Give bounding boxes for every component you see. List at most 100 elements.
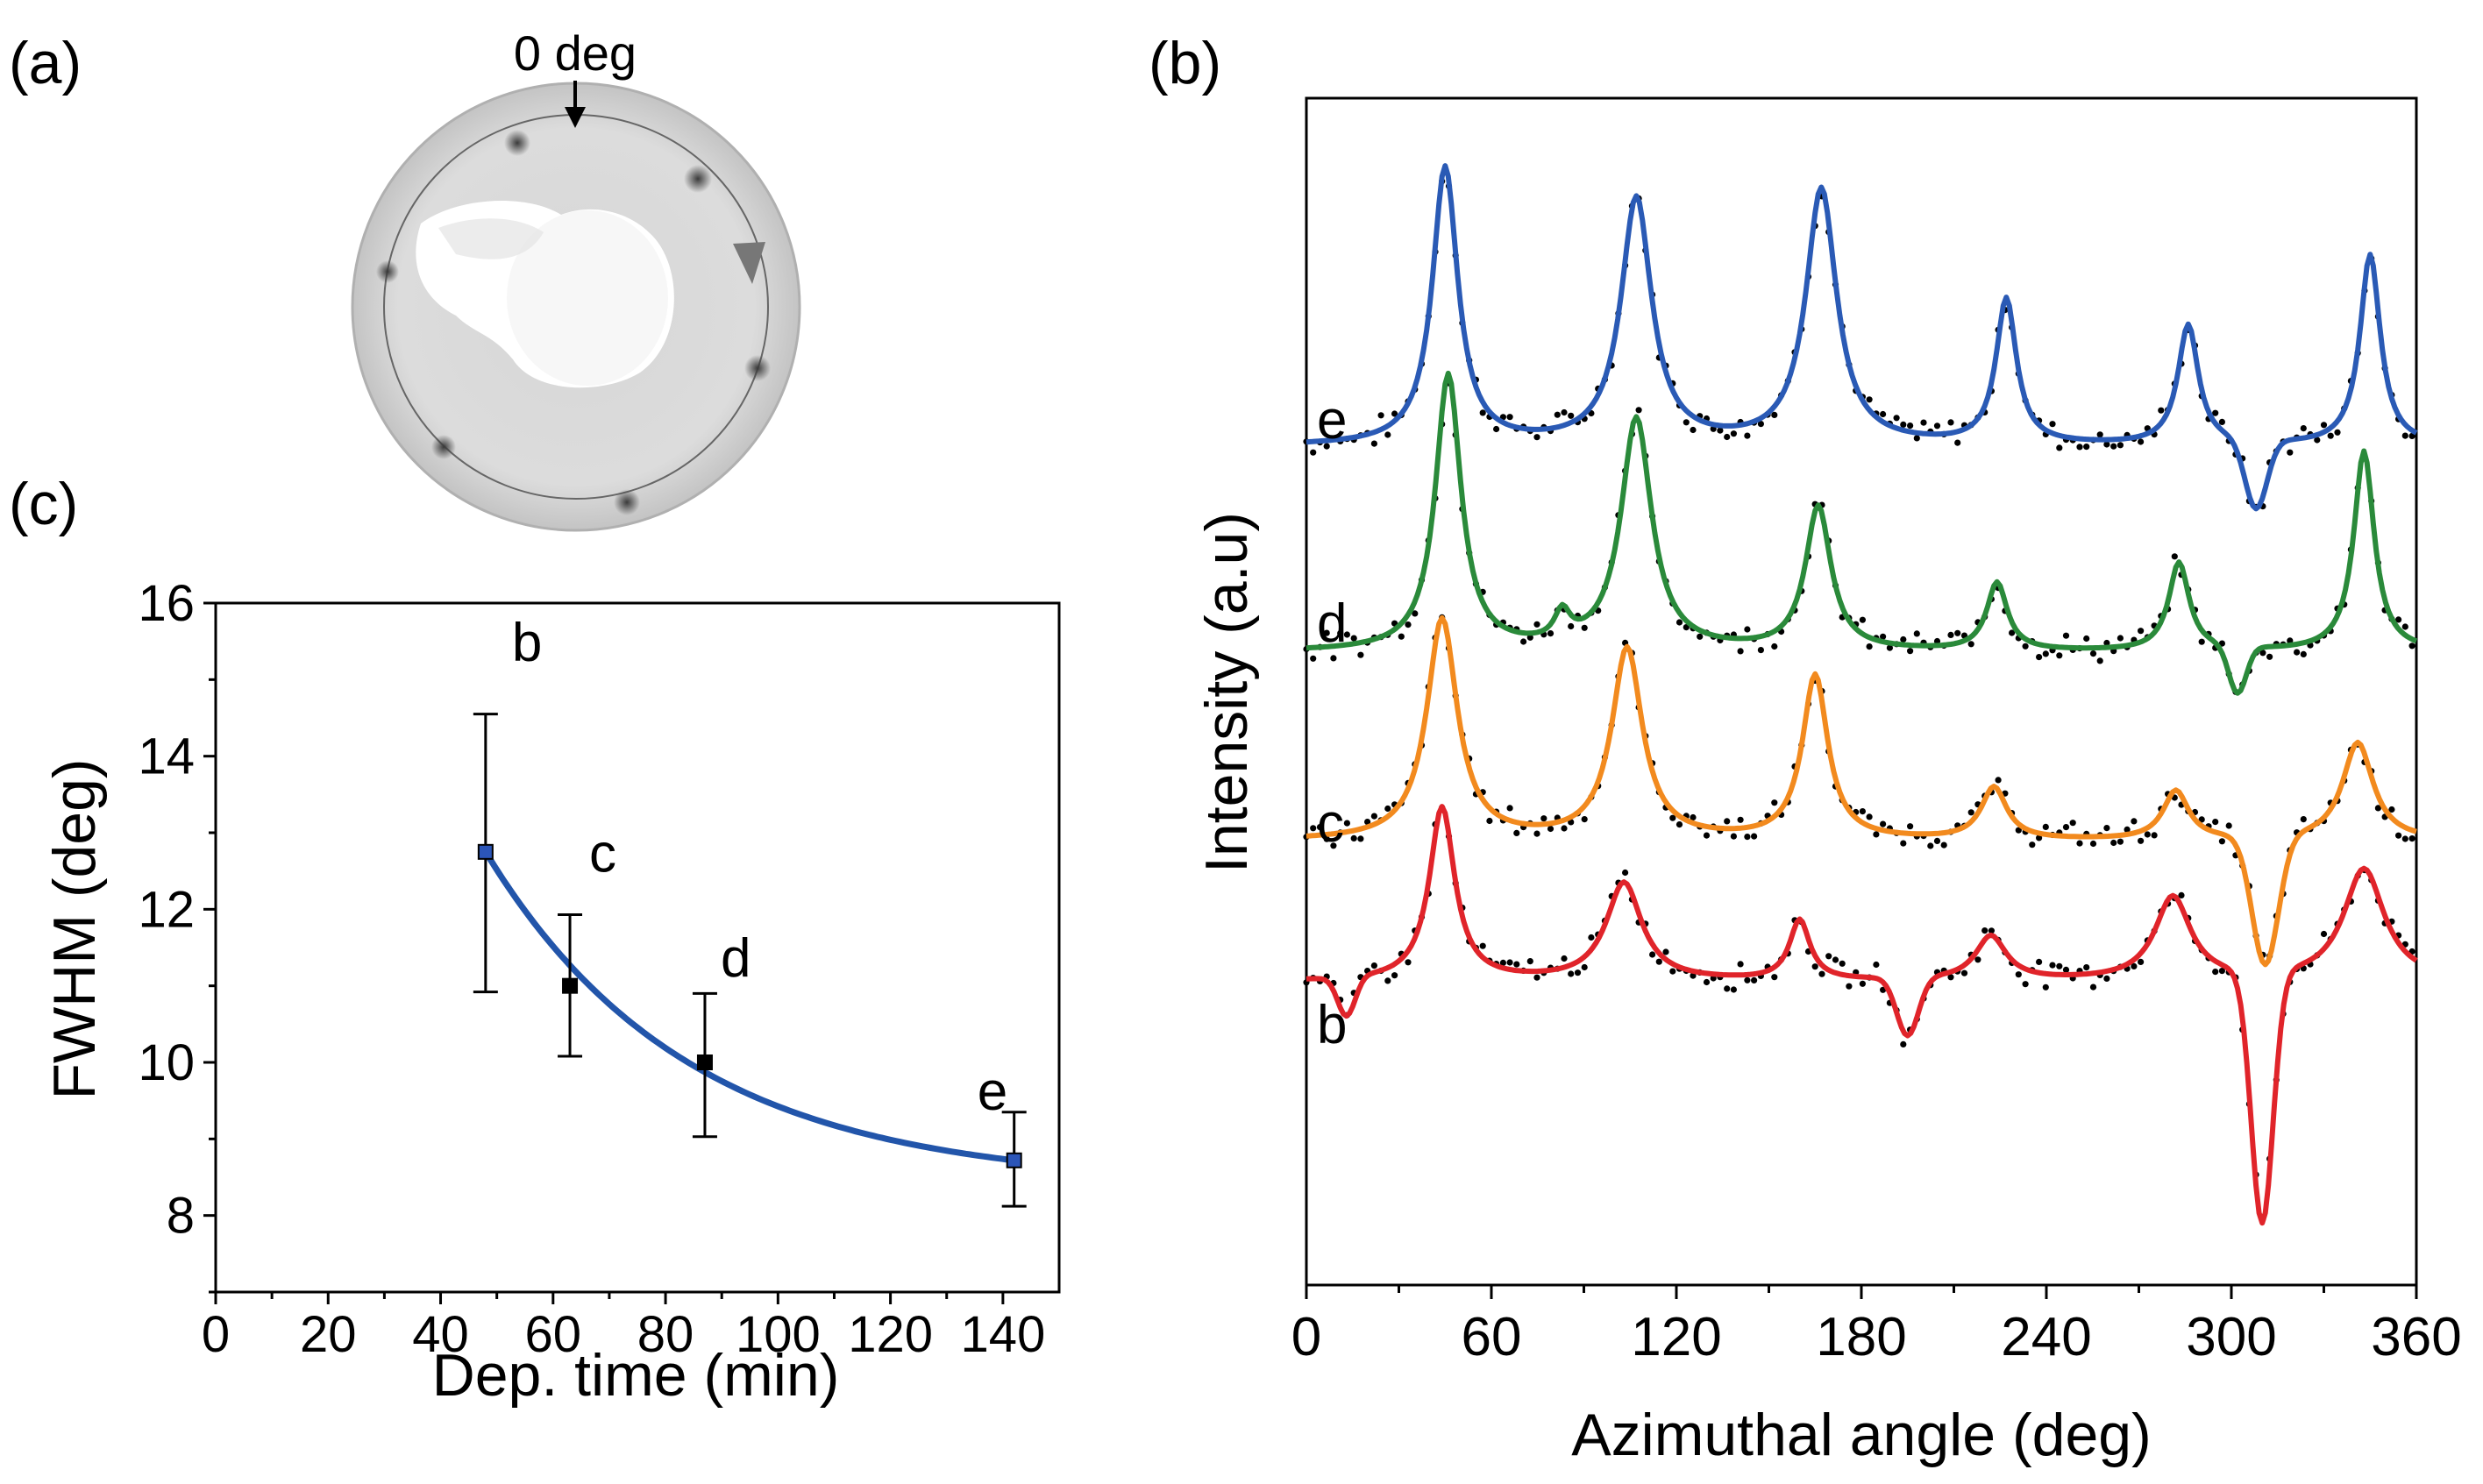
azimuthal-data-dot bbox=[2056, 444, 2063, 451]
azimuthal-data-dot bbox=[1370, 440, 1377, 447]
azimuthal-data-dot bbox=[2171, 553, 2178, 560]
azimuthal-data-dot bbox=[1907, 648, 1914, 655]
azimuthal-data-dot bbox=[1730, 833, 1737, 840]
azimuthal-data-dot bbox=[1920, 419, 1927, 426]
azimuthal-data-dot bbox=[1669, 968, 1676, 975]
azimuthal-data-dot bbox=[2395, 616, 2402, 623]
azimuthal-data-dot bbox=[1737, 648, 1744, 655]
azimuthal-data-dot bbox=[1568, 970, 1575, 977]
azimuthal-x-tick-label: 240 bbox=[2001, 1307, 2091, 1367]
azimuthal-data-dot bbox=[2076, 840, 2083, 847]
fwhm-point-label: d bbox=[721, 928, 751, 989]
azimuthal-data-dot bbox=[1954, 629, 1961, 636]
azimuthal-data-dot bbox=[2401, 835, 2408, 842]
fwhm-x-tick-label: 100 bbox=[736, 1306, 821, 1363]
azimuthal-data-dot bbox=[1690, 813, 1697, 821]
azimuthal-data-dot bbox=[2138, 958, 2145, 965]
azimuthal-data-dot bbox=[1907, 823, 1914, 830]
azimuthal-data-dot bbox=[1974, 956, 1981, 963]
azimuthal-data-dot bbox=[1751, 976, 1758, 983]
azimuthal-data-dot bbox=[1568, 622, 1575, 630]
azimuthal-data-dot bbox=[2300, 650, 2307, 658]
azimuthal-fit-line-d bbox=[1306, 370, 2418, 696]
azimuthal-data-dot bbox=[1506, 414, 1513, 421]
azimuthal-data-dot bbox=[2076, 444, 2083, 451]
azimuthal-data-dot bbox=[1350, 834, 1357, 842]
azimuthal-data-dot bbox=[1859, 616, 1866, 623]
azimuthal-data-dot bbox=[1724, 985, 1731, 992]
azimuthal-data-dot bbox=[1730, 986, 1737, 993]
azimuthal-data-dot bbox=[2096, 431, 2103, 438]
azimuthal-data-dot bbox=[1561, 825, 1568, 832]
azimuthal-data-dot bbox=[2103, 639, 2110, 647]
azimuthal-data-dot bbox=[1377, 412, 1384, 419]
azimuthal-data-dot bbox=[2009, 629, 2016, 636]
fwhm-x-tick-label: 60 bbox=[525, 1306, 582, 1363]
azimuthal-data-dot bbox=[2408, 643, 2415, 650]
azimuthal-data-dot bbox=[1526, 958, 1533, 965]
diffraction-spot bbox=[684, 165, 712, 193]
azimuthal-data-dot bbox=[1893, 415, 1900, 422]
azimuthal-data-dot bbox=[2036, 654, 2043, 661]
azimuthal-series-group: e d c b bbox=[1303, 163, 2418, 1226]
azimuthal-data-dot bbox=[1880, 633, 1887, 640]
azimuthal-data-dot bbox=[2062, 632, 2070, 639]
azimuthal-data-dot bbox=[1981, 927, 1989, 934]
fwhm-point-label: c bbox=[589, 824, 616, 884]
azimuthal-data-dot bbox=[1493, 425, 1500, 433]
azimuthal-data-dot bbox=[1398, 633, 1405, 640]
fwhm-points-group: b c d e bbox=[473, 613, 1027, 1208]
azimuthal-data-dot bbox=[1343, 820, 1350, 827]
fwhm-y-axis-label: FWHM (deg) bbox=[41, 758, 108, 1099]
azimuthal-data-dot bbox=[2022, 981, 2029, 988]
azimuthal-data-dot bbox=[1323, 629, 1330, 636]
azimuthal-data-dot bbox=[2103, 441, 2110, 448]
fwhm-chart: 0 20 40 60 80 100 120 140 8 10 12 14 16 Dep. time (m… bbox=[41, 575, 1061, 1409]
azimuthal-data-dot bbox=[2300, 816, 2307, 823]
azimuthal-data-dot bbox=[2225, 822, 2232, 829]
diffraction-spot bbox=[504, 130, 530, 156]
azimuthal-data-dot bbox=[1635, 407, 1642, 414]
azimuthal-data-dot bbox=[1771, 411, 1778, 418]
rotation-direction-arrow-icon bbox=[733, 242, 765, 284]
azimuthal-data-dot bbox=[2110, 443, 2117, 450]
azimuthal-data-dot bbox=[2015, 971, 2022, 978]
azimuthal-data-dot bbox=[1683, 419, 1690, 426]
azimuthal-x-axis-label: Azimuthal angle (deg) bbox=[1571, 1402, 2151, 1468]
azimuthal-data-dot bbox=[1357, 651, 1364, 658]
azimuthal-data-dot bbox=[2062, 966, 2070, 973]
azimuthal-data-dot bbox=[2103, 825, 2110, 832]
fwhm-y-tick-label: 16 bbox=[138, 575, 195, 632]
azimuthal-data-dot bbox=[1947, 974, 1954, 981]
azimuthal-data-dot bbox=[2036, 834, 2043, 841]
azimuthal-data-dot bbox=[2178, 891, 2185, 898]
azimuthal-data-dot bbox=[1873, 961, 1880, 969]
azimuthal-data-dot bbox=[1310, 825, 1317, 832]
azimuthal-data-dot bbox=[1744, 976, 1751, 983]
azimuthal-data-dot bbox=[1533, 434, 1540, 441]
azimuthal-data-dot bbox=[1690, 972, 1697, 979]
azimuthal-data-dot bbox=[2110, 839, 2117, 847]
azimuthal-data-dot bbox=[1717, 427, 1724, 434]
azimuthal-data-dot bbox=[1574, 969, 1582, 976]
azimuthal-data-dot bbox=[1744, 834, 1751, 841]
azimuthal-data-dot bbox=[1520, 638, 1527, 645]
azimuthal-data-dot bbox=[1568, 412, 1575, 419]
fwhm-point-label: b bbox=[512, 613, 542, 673]
azimuthal-data-dot bbox=[1479, 409, 1486, 416]
azimuthal-data-dot bbox=[2408, 835, 2415, 842]
azimuthal-data-dot bbox=[1703, 978, 1711, 986]
azimuthal-data-dot bbox=[1880, 410, 1887, 418]
azimuthal-data-dot bbox=[1561, 955, 1568, 962]
azimuthal-fit-line-c bbox=[1306, 614, 2417, 968]
azimuthal-data-dot bbox=[2151, 832, 2158, 839]
azimuthal-data-dot bbox=[2089, 840, 2097, 848]
azimuthal-data-dot bbox=[2117, 442, 2124, 449]
azimuthal-data-dot bbox=[1649, 951, 1656, 958]
azimuthal-data-dot bbox=[1316, 824, 1324, 831]
azimuthal-data-dot bbox=[2124, 826, 2131, 834]
diffraction-pattern-image: 0 deg bbox=[351, 25, 801, 532]
azimuthal-data-dot bbox=[1513, 829, 1520, 837]
fwhm-y-tick-label: 12 bbox=[138, 881, 195, 938]
azimuthal-data-dot bbox=[1581, 624, 1588, 631]
